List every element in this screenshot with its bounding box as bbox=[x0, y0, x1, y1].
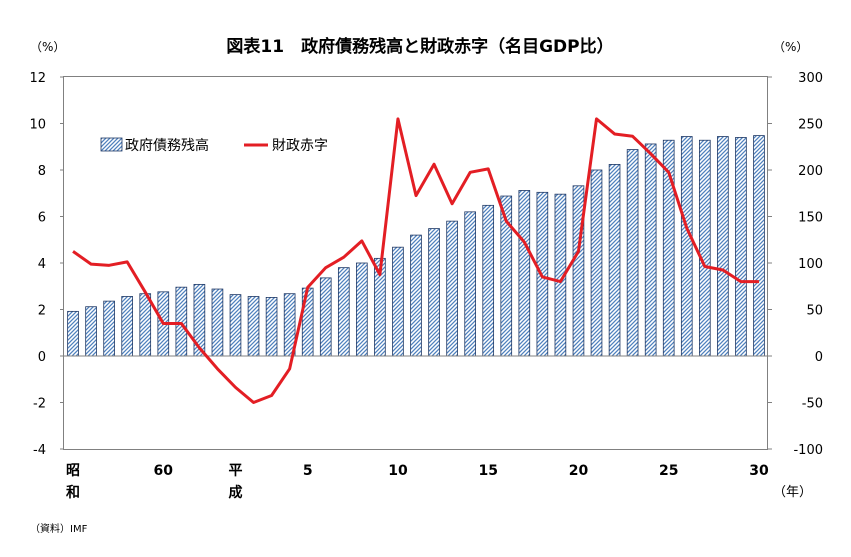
x-label-5-0: 15 bbox=[478, 463, 497, 479]
bar-35 bbox=[699, 139, 711, 357]
right-tick-label-4: 100 bbox=[798, 257, 823, 272]
right-tick-label-3: 50 bbox=[806, 304, 823, 319]
bar-34 bbox=[680, 136, 693, 357]
right-tick-label-7: 250 bbox=[798, 118, 823, 133]
x-label-0-1: 和 bbox=[66, 485, 80, 501]
left-tick-label-5: 6 bbox=[38, 211, 46, 226]
left-tick-label-7: 10 bbox=[29, 118, 46, 133]
legend: 政府債務残高 財政赤字 bbox=[100, 137, 328, 154]
x-label-8-0: 30 bbox=[749, 463, 769, 479]
x-label-0-0: 昭 bbox=[66, 463, 80, 479]
bar-11 bbox=[265, 297, 278, 357]
x-label-2-1: 成 bbox=[228, 484, 242, 501]
legend-bar-swatch bbox=[100, 137, 123, 152]
left-tick-label-0: -4 bbox=[33, 443, 46, 458]
bar-8 bbox=[211, 288, 224, 357]
x-label-7-0: 25 bbox=[659, 463, 678, 479]
bar-4 bbox=[139, 293, 152, 357]
right-axis-unit: （%） bbox=[773, 40, 808, 54]
left-axis-unit: （%） bbox=[30, 40, 65, 54]
bar-14 bbox=[319, 277, 332, 357]
x-label-1-0: 60 bbox=[154, 463, 174, 479]
x-label-2-0: 平 bbox=[228, 463, 242, 479]
right-tick-label-6: 200 bbox=[798, 164, 823, 179]
bar-3 bbox=[121, 296, 133, 357]
bar-28 bbox=[572, 185, 585, 357]
bar-20 bbox=[428, 228, 440, 357]
bar-32 bbox=[644, 143, 657, 357]
bar-38 bbox=[753, 135, 765, 357]
bar-9 bbox=[229, 294, 242, 357]
x-label-4-0: 10 bbox=[388, 463, 408, 479]
bar-30 bbox=[608, 164, 621, 357]
x-axis-labels: 昭和 60 平成 5 10 15 20 25 30 bbox=[66, 463, 769, 501]
right-tick-label-1: -50 bbox=[802, 397, 823, 412]
legend-bar-label: 政府債務残高 bbox=[125, 137, 209, 154]
left-tick-label-1: -2 bbox=[33, 397, 46, 412]
left-tick-label-4: 4 bbox=[38, 257, 46, 272]
bar-31 bbox=[626, 149, 639, 357]
bar-15 bbox=[337, 267, 350, 357]
x-label-6-0: 20 bbox=[569, 463, 589, 479]
right-tick-label-0: -100 bbox=[793, 443, 823, 458]
bar-22 bbox=[464, 211, 476, 357]
chart-title: 図表11 政府債務残高と財政赤字（名目GDP比） bbox=[226, 36, 613, 57]
bar-1 bbox=[85, 306, 97, 357]
deficit-line bbox=[72, 117, 759, 404]
bar-10 bbox=[247, 296, 260, 357]
bar-25 bbox=[518, 190, 531, 357]
bar-21 bbox=[446, 220, 458, 357]
x-label-3-0: 5 bbox=[303, 463, 313, 479]
bar-2 bbox=[103, 300, 115, 357]
right-tick-label-8: 300 bbox=[798, 71, 823, 86]
legend-line-label: 財政赤字 bbox=[272, 138, 328, 154]
bar-29 bbox=[590, 169, 603, 357]
left-tick-label-6: 8 bbox=[38, 164, 46, 179]
bar-16 bbox=[356, 262, 368, 357]
bar-19 bbox=[410, 234, 422, 357]
bar-23 bbox=[482, 204, 495, 357]
line-series bbox=[72, 117, 759, 404]
bar-36 bbox=[717, 136, 729, 357]
right-tick-label-5: 150 bbox=[798, 211, 823, 226]
bar-18 bbox=[392, 246, 404, 357]
left-tick-label-2: 0 bbox=[38, 350, 46, 365]
bar-37 bbox=[735, 137, 747, 357]
right-tick-label-2: 0 bbox=[815, 350, 823, 365]
year-unit: （年） bbox=[773, 485, 812, 500]
left-tick-label-3: 2 bbox=[38, 304, 46, 319]
bar-0 bbox=[67, 310, 79, 357]
axis-ticks: -4 -2 0 2 4 6 8 10 12 -100 -50 0 50 100 150 200 250 300 bbox=[29, 71, 823, 458]
source-note: （資料）IMF bbox=[30, 522, 88, 535]
left-tick-label-8: 12 bbox=[29, 71, 46, 86]
bar-6 bbox=[175, 286, 188, 357]
